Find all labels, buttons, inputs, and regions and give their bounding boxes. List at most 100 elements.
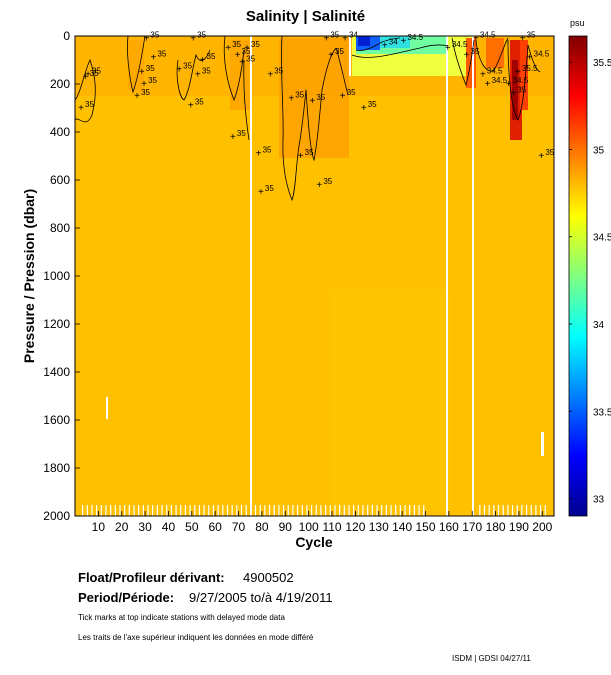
float-id: 4900502: [243, 570, 294, 585]
delayed-mode-tick: [390, 505, 392, 516]
gap-cycle-170: [472, 36, 474, 516]
delayed-mode-tick: [203, 505, 205, 516]
delayed-mode-tick: [166, 505, 168, 516]
y-axis: 0 200 400 600 800 1000 1200 1400 1600 1800 2000: [43, 29, 80, 523]
delayed-mode-tick: [128, 505, 130, 516]
delayed-mode-tick: [423, 505, 425, 516]
x-tick-label-30: 30: [138, 520, 152, 534]
contour-marker-21: +: [288, 93, 294, 104]
delayed-mode-tick: [507, 505, 509, 516]
x-tick-label-70: 70: [232, 520, 246, 534]
contour-label-9: 35: [195, 98, 204, 107]
contour-35-j: [475, 37, 509, 72]
note-french: Les traits de l'axe supérieur indiquent …: [78, 633, 314, 642]
delayed-mode-tick: [371, 505, 373, 516]
contour-label-layer: +35+ 35+ 35+ 35+ 35+ 35+ 35+ 35+ 35+ 35+ 35+ 35+ 35+…: [78, 30, 555, 198]
delayed-mode-tick: [544, 505, 546, 516]
chart-title: Salinity | Salinité: [245, 8, 366, 25]
delayed-mode-tick: [268, 505, 271, 516]
delayed-mode-ticks: [82, 505, 546, 516]
colorbar-unit: psu: [570, 18, 585, 28]
contour-label-2: 35: [90, 69, 99, 78]
x-tick-label-10: 10: [92, 520, 106, 534]
gap-cycle-77: [250, 36, 252, 516]
colorbar-tick-label-34.5: 34.5: [593, 233, 611, 244]
period-value: 9/27/2005 to/à 4/19/2011: [189, 590, 333, 605]
contour-marker-13: +: [225, 43, 231, 54]
delayed-mode-tick: [82, 505, 84, 516]
contour-label-31: 34.5: [407, 33, 423, 42]
delayed-mode-tick: [385, 505, 387, 516]
contour-marker-42: +: [538, 151, 544, 162]
delayed-mode-tick: [133, 505, 135, 516]
delayed-mode-tick: [343, 505, 345, 516]
contour-label-7: 35: [157, 50, 166, 59]
contour-label-3: 35: [141, 88, 150, 97]
contour-marker-33: +: [464, 50, 470, 61]
delayed-mode-tick: [483, 505, 486, 516]
contour-marker-7: +: [151, 53, 157, 64]
field-deep-patch: [330, 290, 450, 510]
salinity-field: [75, 36, 554, 516]
delayed-mode-tick: [362, 505, 364, 516]
colorbar-tick-label-35.5: 35.5: [593, 58, 611, 69]
delayed-mode-tick: [208, 505, 210, 516]
y-tick-label-1600: 1600: [43, 413, 70, 427]
contour-label-0: 35: [85, 100, 94, 109]
contour-35-g: [305, 47, 337, 162]
y-tick-label-1400: 1400: [43, 365, 70, 379]
delayed-mode-tick: [180, 505, 182, 516]
y-tick-label-400: 400: [50, 125, 70, 139]
contour-label-8: 35: [183, 62, 192, 71]
delayed-mode-tick: [376, 505, 378, 516]
contour-label-17: 35: [251, 40, 260, 49]
contour-35-l: [527, 44, 541, 73]
contour-marker-23: +: [309, 96, 315, 107]
delayed-mode-tick: [301, 505, 303, 516]
delayed-mode-tick: [493, 505, 495, 516]
delayed-mode-tick: [245, 505, 247, 516]
delayed-mode-tick: [539, 505, 542, 516]
delayed-mode-tick: [170, 505, 172, 516]
delayed-mode-tick: [395, 505, 397, 516]
delayed-mode-tick: [152, 505, 154, 516]
delayed-mode-tick: [329, 505, 331, 516]
contour-label-11: 35: [202, 66, 211, 75]
delayed-mode-tick: [418, 505, 420, 516]
contour-label-18: 35: [263, 146, 272, 155]
contour-35-h: [335, 47, 349, 96]
delayed-mode-tick: [250, 505, 252, 516]
delayed-mode-tick: [100, 505, 102, 516]
delayed-mode-tick: [521, 505, 523, 516]
contour-35-a: [74, 58, 96, 123]
contour-35-b: [127, 35, 146, 94]
field-warm-patch-c: [230, 40, 250, 110]
contour-label-40: 35: [527, 30, 536, 39]
field-salty-column-c: [466, 38, 476, 88]
gap-deep-a: [106, 397, 108, 419]
contour-label-34: 34.5: [480, 30, 496, 39]
contour-label-13: 35: [232, 40, 241, 49]
delayed-mode-tick: [198, 505, 201, 516]
delayed-mode-tick: [259, 505, 261, 516]
contour-label-29: 35: [368, 100, 377, 109]
delayed-mode-tick: [156, 505, 158, 516]
contour-marker-30: +: [382, 41, 388, 52]
x-tick-label-140: 140: [392, 520, 412, 534]
contour-label-36: 34.5: [492, 76, 508, 85]
x-tick-label-150: 150: [415, 520, 435, 534]
delayed-mode-tick: [184, 505, 187, 516]
delayed-mode-tick: [399, 505, 401, 516]
x-axis: 10 20 30 40 50 60 70 80 90 100 110 120 130 140 150 160 1…: [92, 511, 553, 534]
contour-35-f: [281, 35, 307, 202]
delayed-mode-tick: [367, 505, 369, 516]
contour-35-e: [243, 59, 250, 141]
contour-marker-8: +: [176, 65, 182, 76]
contour-marker-29: +: [361, 103, 367, 114]
field-fresh-core-deep: [358, 36, 370, 46]
delayed-mode-tick: [287, 505, 289, 516]
delayed-mode-tick: [231, 505, 233, 516]
contour-label-42: 35: [545, 148, 554, 157]
contour-marker-0: +: [78, 103, 84, 114]
